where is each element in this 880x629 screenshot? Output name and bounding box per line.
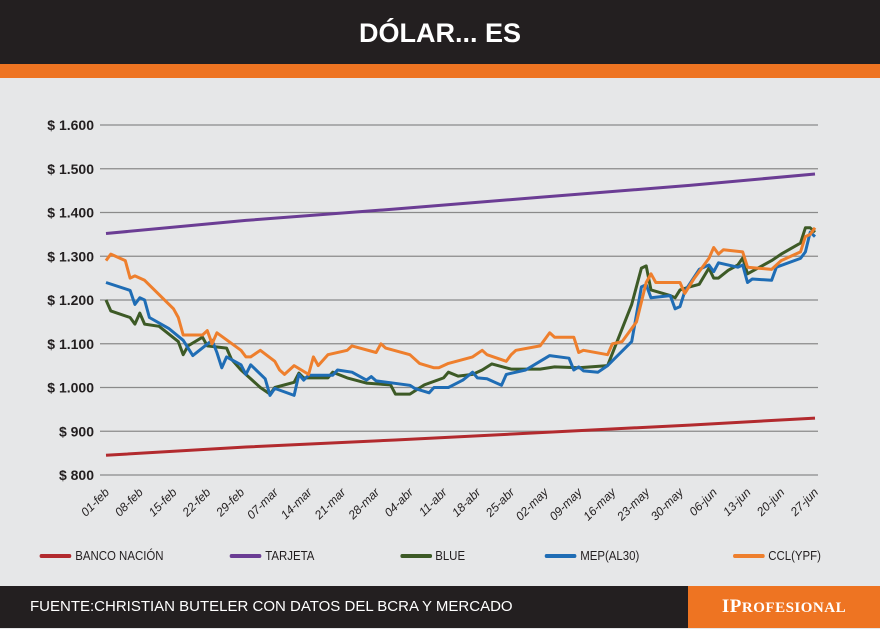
series-line-mep-al30- [105, 230, 817, 397]
legend-item: CCL(YPF) [732, 548, 821, 563]
legend-item: BLUE [399, 548, 466, 563]
legend-label: TARJETA [265, 548, 315, 563]
x-tick-label: 15-feb [146, 485, 180, 519]
legend-item: BANCO NACIÓN [39, 548, 164, 563]
x-tick-label: 11-abr [416, 485, 451, 520]
legend-label: BANCO NACIÓN [75, 548, 164, 563]
x-tick-label: 16-may [580, 485, 619, 524]
x-tick-label: 25-abr [482, 485, 518, 521]
y-tick-label: $ 1.600 [47, 117, 94, 133]
series-line-tarjeta [105, 172, 816, 235]
x-tick-label: 21-mar [311, 485, 349, 523]
x-tick-label: 30-may [648, 485, 687, 524]
x-tick-label: 07-mar [244, 485, 281, 522]
x-tick-label: 09-may [547, 485, 586, 524]
y-tick-label: $ 1.000 [47, 380, 94, 396]
line-chart: $ 800 $ 900 $ 1.000 $ 1.100 $ 1.200 $ 1.300 $ … [47, 117, 821, 525]
legend-swatch [732, 553, 765, 558]
x-tick-label: 06-jun [686, 485, 720, 519]
legend-item: MEP(AL30) [544, 548, 640, 563]
legend-swatch [399, 553, 432, 558]
y-tick-label: $ 1.500 [47, 161, 94, 177]
legend-label: MEP(AL30) [580, 548, 640, 563]
iprofesional-logo: IPROFESIONAL [688, 586, 880, 628]
x-tick-label: 23-may [613, 485, 653, 525]
y-tick-label: $ 900 [59, 423, 94, 439]
x-tick-label: 13-jun [720, 485, 754, 519]
y-tick-label: $ 1.200 [47, 292, 94, 308]
x-tick-label: 08-feb [112, 485, 146, 519]
legend-item: TARJETA [229, 548, 315, 563]
legend: BANCO NACIÓN TARJETA BLUE MEP(AL30) CCL(YPF) [0, 548, 821, 568]
series-line-banco-naci-n [105, 416, 816, 457]
y-tick-label: $ 800 [59, 467, 94, 483]
x-tick-label: 01-feb [78, 485, 112, 519]
legend-label: BLUE [435, 548, 466, 563]
y-tick-label: $ 1.300 [47, 248, 94, 264]
legend-swatch [39, 553, 72, 558]
legend-swatch [544, 553, 577, 558]
x-tick-label: 14-mar [278, 485, 315, 522]
accent-stripe [0, 64, 880, 78]
series-line-ccl-ypf- [104, 226, 817, 376]
legend-label: CCL(YPF) [768, 548, 821, 563]
x-tick-label: 20-jun [753, 485, 787, 519]
series-line-blue [104, 226, 817, 396]
legend-swatch [229, 553, 262, 558]
x-tick-label: 04-abr [382, 485, 417, 520]
y-tick-label: $ 1.100 [47, 336, 94, 352]
y-tick-label: $ 1.400 [47, 205, 94, 221]
x-tick-label: 22-feb [179, 485, 214, 520]
x-tick-label: 18-abr [449, 485, 484, 520]
header-title: DÓLAR... ES [0, 0, 880, 64]
source-note: FUENTE:CHRISTIAN BUTELER CON DATOS DEL B… [0, 586, 700, 628]
x-tick-label: 02-may [513, 485, 552, 524]
x-tick-label: 27-jun [787, 485, 821, 519]
x-tick-label: 29-feb [212, 485, 247, 520]
x-tick-label: 28-mar [345, 485, 383, 523]
